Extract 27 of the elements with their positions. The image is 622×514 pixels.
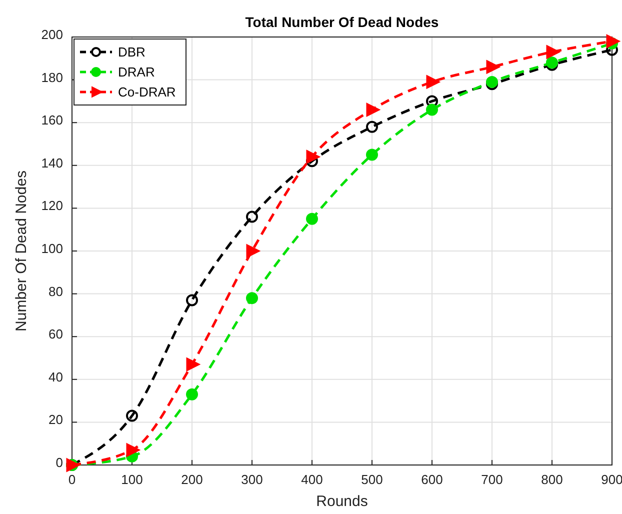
legend-label: Co-DRAR (118, 84, 176, 100)
y-tick-label: 100 (41, 241, 63, 256)
y-tick-label: 60 (48, 326, 63, 342)
chart-title: Total Number Of Dead Nodes (245, 14, 439, 30)
x-tick-label: 700 (481, 472, 503, 487)
x-tick-label: 500 (361, 472, 383, 487)
y-tick-label: 40 (48, 369, 63, 384)
y-tick-label: 180 (41, 70, 63, 85)
x-tick-label: 900 (601, 472, 622, 487)
x-tick-label: 400 (301, 472, 323, 487)
x-tick-label: 600 (421, 472, 443, 487)
x-tick-label: 200 (181, 472, 203, 487)
y-tick-label: 160 (41, 112, 63, 128)
x-tick-label: 800 (541, 472, 563, 487)
legend-label: DBR (118, 44, 146, 60)
legend-label: DRAR (118, 64, 155, 80)
x-axis-title: Rounds (316, 493, 368, 510)
x-tick-label: 100 (121, 472, 143, 487)
y-tick-label: 200 (41, 27, 63, 42)
x-tick-label: 300 (241, 472, 263, 487)
y-tick-label: 120 (41, 198, 63, 214)
y-tick-label: 20 (48, 412, 63, 428)
y-tick-label: 0 (56, 455, 63, 470)
x-tick-label: 0 (68, 472, 76, 487)
y-axis-title: Number Of Dead Nodes (13, 170, 30, 332)
y-tick-label: 140 (41, 155, 63, 170)
y-tick-label: 80 (48, 284, 63, 299)
